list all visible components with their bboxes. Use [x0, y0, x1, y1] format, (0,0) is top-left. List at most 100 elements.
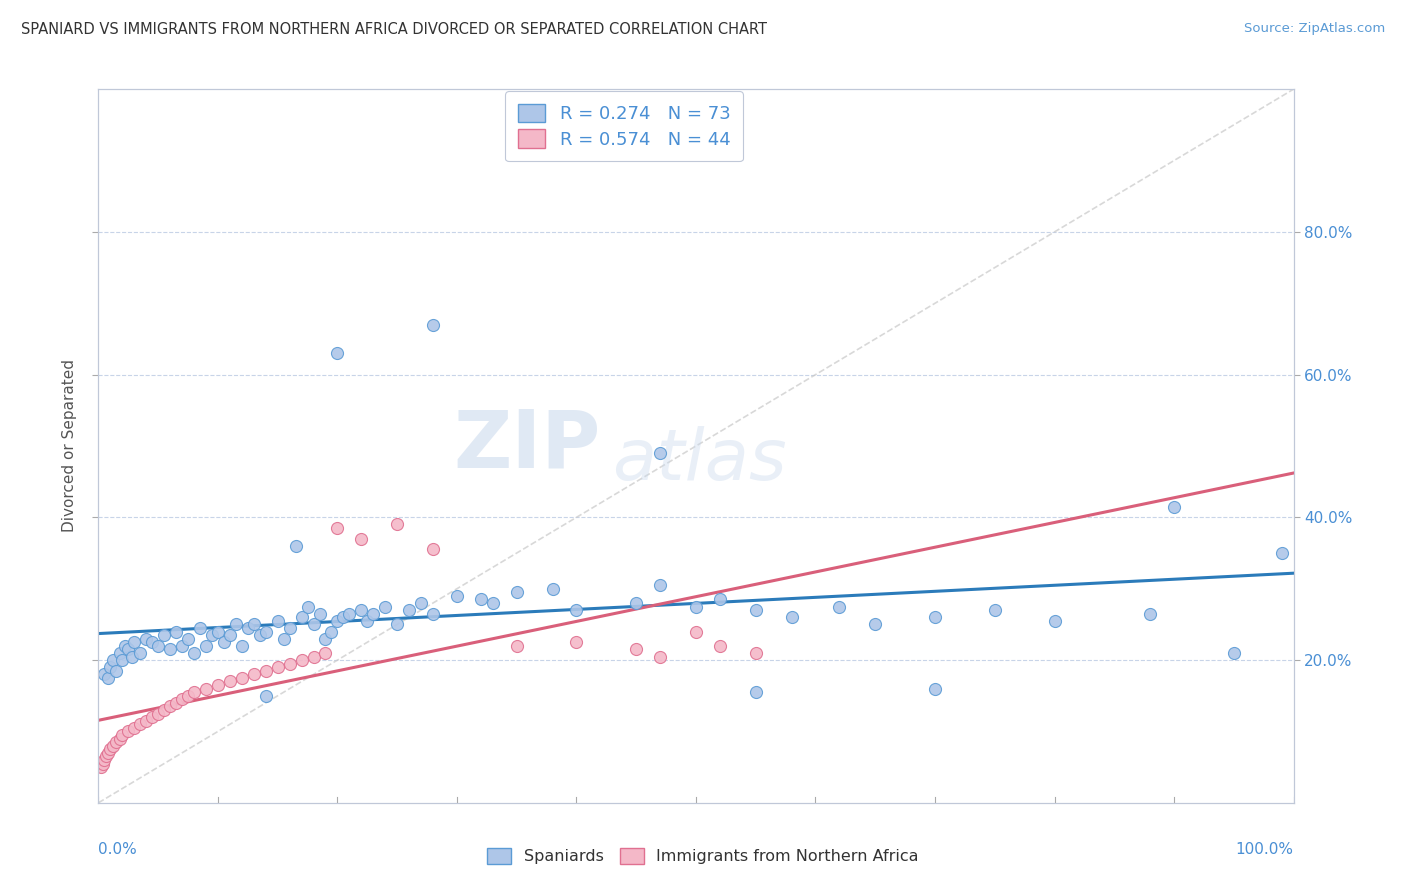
- Point: [650, 649, 672, 664]
- Point: [254, 689, 277, 703]
- Point: [117, 724, 139, 739]
- Point: [284, 539, 307, 553]
- Point: [685, 624, 707, 639]
- Point: [195, 681, 218, 696]
- Point: [93, 667, 115, 681]
- Point: [326, 346, 349, 360]
- Point: [984, 603, 1007, 617]
- Point: [231, 671, 253, 685]
- Point: [411, 596, 433, 610]
- Point: [297, 599, 319, 614]
- Point: [321, 624, 343, 639]
- Point: [626, 642, 648, 657]
- Point: [172, 639, 194, 653]
- Point: [124, 721, 146, 735]
- Point: [302, 649, 325, 664]
- Point: [91, 756, 114, 771]
- Point: [278, 657, 301, 671]
- Point: [159, 642, 181, 657]
- Point: [219, 674, 242, 689]
- Point: [159, 699, 181, 714]
- Point: [709, 639, 731, 653]
- Point: [177, 632, 200, 646]
- Point: [129, 646, 152, 660]
- Point: [98, 660, 122, 674]
- Point: [745, 603, 768, 617]
- Point: [124, 635, 146, 649]
- Point: [470, 592, 492, 607]
- Point: [350, 532, 373, 546]
- Point: [422, 542, 444, 557]
- Point: [94, 749, 117, 764]
- Point: [308, 607, 330, 621]
- Point: [101, 739, 124, 753]
- Point: [745, 685, 768, 699]
- Point: [350, 603, 373, 617]
- Legend: R = 0.274   N = 73, R = 0.574   N = 44: R = 0.274 N = 73, R = 0.574 N = 44: [506, 91, 742, 161]
- Point: [135, 714, 157, 728]
- Point: [650, 446, 672, 460]
- Point: [398, 603, 420, 617]
- Point: [278, 621, 301, 635]
- Point: [141, 635, 163, 649]
- Point: [506, 585, 529, 599]
- Point: [332, 610, 354, 624]
- Point: [273, 632, 295, 646]
- Point: [98, 742, 122, 756]
- Point: [183, 646, 205, 660]
- Point: [111, 653, 134, 667]
- Text: 100.0%: 100.0%: [1236, 842, 1294, 857]
- Point: [482, 596, 505, 610]
- Point: [165, 696, 187, 710]
- Point: [506, 639, 529, 653]
- Point: [446, 589, 468, 603]
- Point: [111, 728, 134, 742]
- Point: [650, 578, 672, 592]
- Point: [924, 681, 946, 696]
- Point: [135, 632, 157, 646]
- Point: [356, 614, 378, 628]
- Point: [363, 607, 385, 621]
- Point: [745, 646, 768, 660]
- Point: [117, 642, 139, 657]
- Point: [422, 318, 444, 332]
- Point: [1271, 546, 1294, 560]
- Text: 0.0%: 0.0%: [98, 842, 138, 857]
- Point: [188, 621, 211, 635]
- Point: [225, 617, 247, 632]
- Point: [626, 596, 648, 610]
- Point: [207, 678, 229, 692]
- Legend: Spaniards, Immigrants from Northern Africa: Spaniards, Immigrants from Northern Afri…: [481, 841, 925, 871]
- Point: [1223, 646, 1246, 660]
- Point: [148, 706, 170, 721]
- Point: [212, 635, 235, 649]
- Point: [1139, 607, 1161, 621]
- Point: [924, 610, 946, 624]
- Point: [565, 635, 588, 649]
- Point: [153, 703, 176, 717]
- Point: [302, 617, 325, 632]
- Point: [249, 628, 271, 642]
- Point: [108, 731, 131, 746]
- Point: [865, 617, 887, 632]
- Point: [254, 664, 277, 678]
- Point: [267, 614, 290, 628]
- Point: [385, 517, 409, 532]
- Point: [101, 653, 124, 667]
- Point: [1043, 614, 1066, 628]
- Point: [326, 614, 349, 628]
- Point: [97, 671, 120, 685]
- Point: [141, 710, 163, 724]
- Point: [267, 660, 290, 674]
- Point: [236, 621, 259, 635]
- Point: [172, 692, 194, 706]
- Point: [129, 717, 152, 731]
- Text: SPANIARD VS IMMIGRANTS FROM NORTHERN AFRICA DIVORCED OR SEPARATED CORRELATION CH: SPANIARD VS IMMIGRANTS FROM NORTHERN AFR…: [21, 22, 768, 37]
- Point: [195, 639, 218, 653]
- Point: [780, 610, 803, 624]
- Text: ZIP: ZIP: [453, 407, 600, 485]
- Text: Source: ZipAtlas.com: Source: ZipAtlas.com: [1244, 22, 1385, 36]
- Point: [105, 664, 128, 678]
- Point: [108, 646, 131, 660]
- Point: [90, 760, 112, 774]
